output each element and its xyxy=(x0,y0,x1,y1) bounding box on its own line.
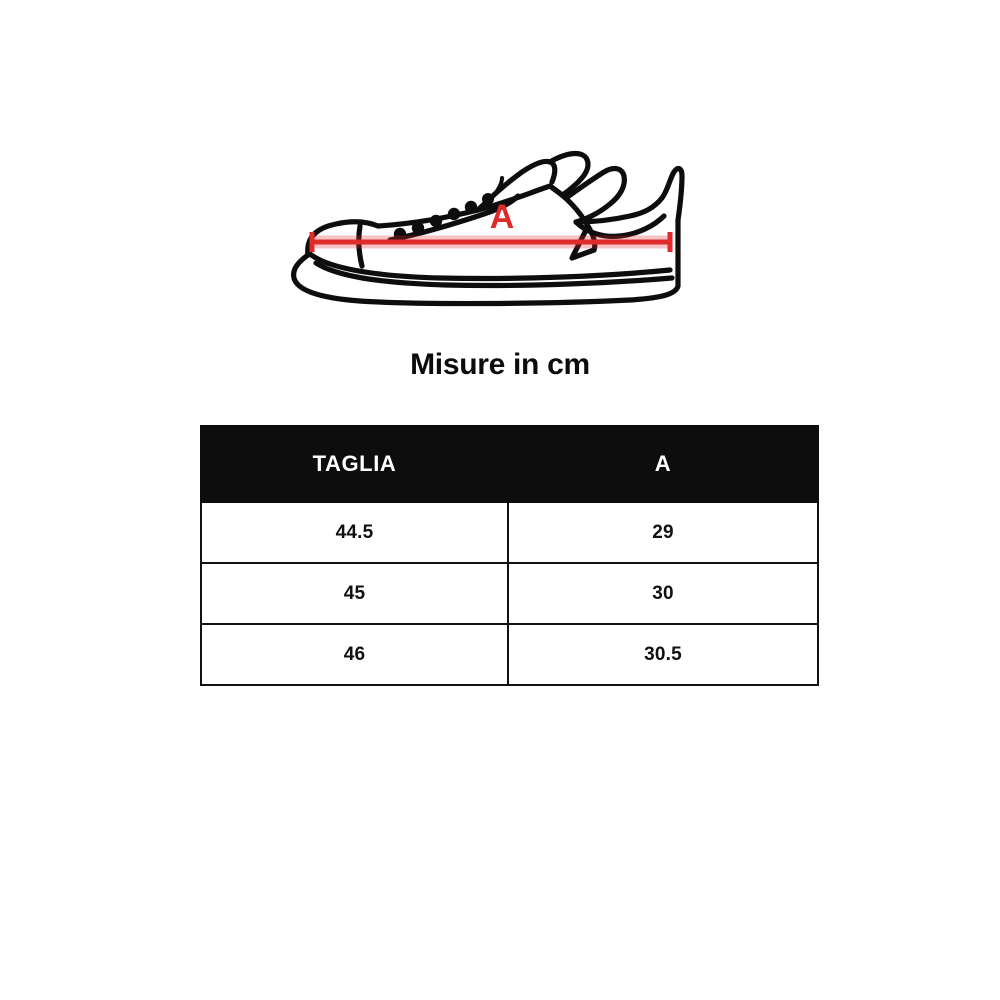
column-header-measure-a: A xyxy=(507,425,819,503)
cell-measure-a: 30 xyxy=(507,562,819,625)
size-chart-table: TAGLIA A 44.5 29 45 30 46 30.5 xyxy=(200,425,819,686)
cell-measure-a: 29 xyxy=(507,501,819,564)
cell-measure-a: 30.5 xyxy=(507,623,819,686)
page-title: Misure in cm xyxy=(410,348,590,381)
measurement-line-A xyxy=(309,232,673,252)
shoelace-eyelets xyxy=(393,193,494,241)
table-row: 44.5 29 xyxy=(200,501,819,564)
table-row: 45 30 xyxy=(200,562,819,625)
table-header-row: TAGLIA A xyxy=(200,425,819,503)
sneaker-icon: A xyxy=(291,150,685,307)
column-header-size: TAGLIA xyxy=(200,425,509,503)
cell-size: 44.5 xyxy=(200,501,509,564)
table-row: 46 30.5 xyxy=(200,623,819,686)
cell-size: 46 xyxy=(200,623,509,686)
cell-size: 45 xyxy=(200,562,509,625)
table-header: TAGLIA A xyxy=(200,425,819,503)
measurement-label-A: A xyxy=(490,198,515,236)
table-body: 44.5 29 45 30 46 30.5 xyxy=(200,501,819,686)
sneaker-diagram: A xyxy=(250,110,720,325)
